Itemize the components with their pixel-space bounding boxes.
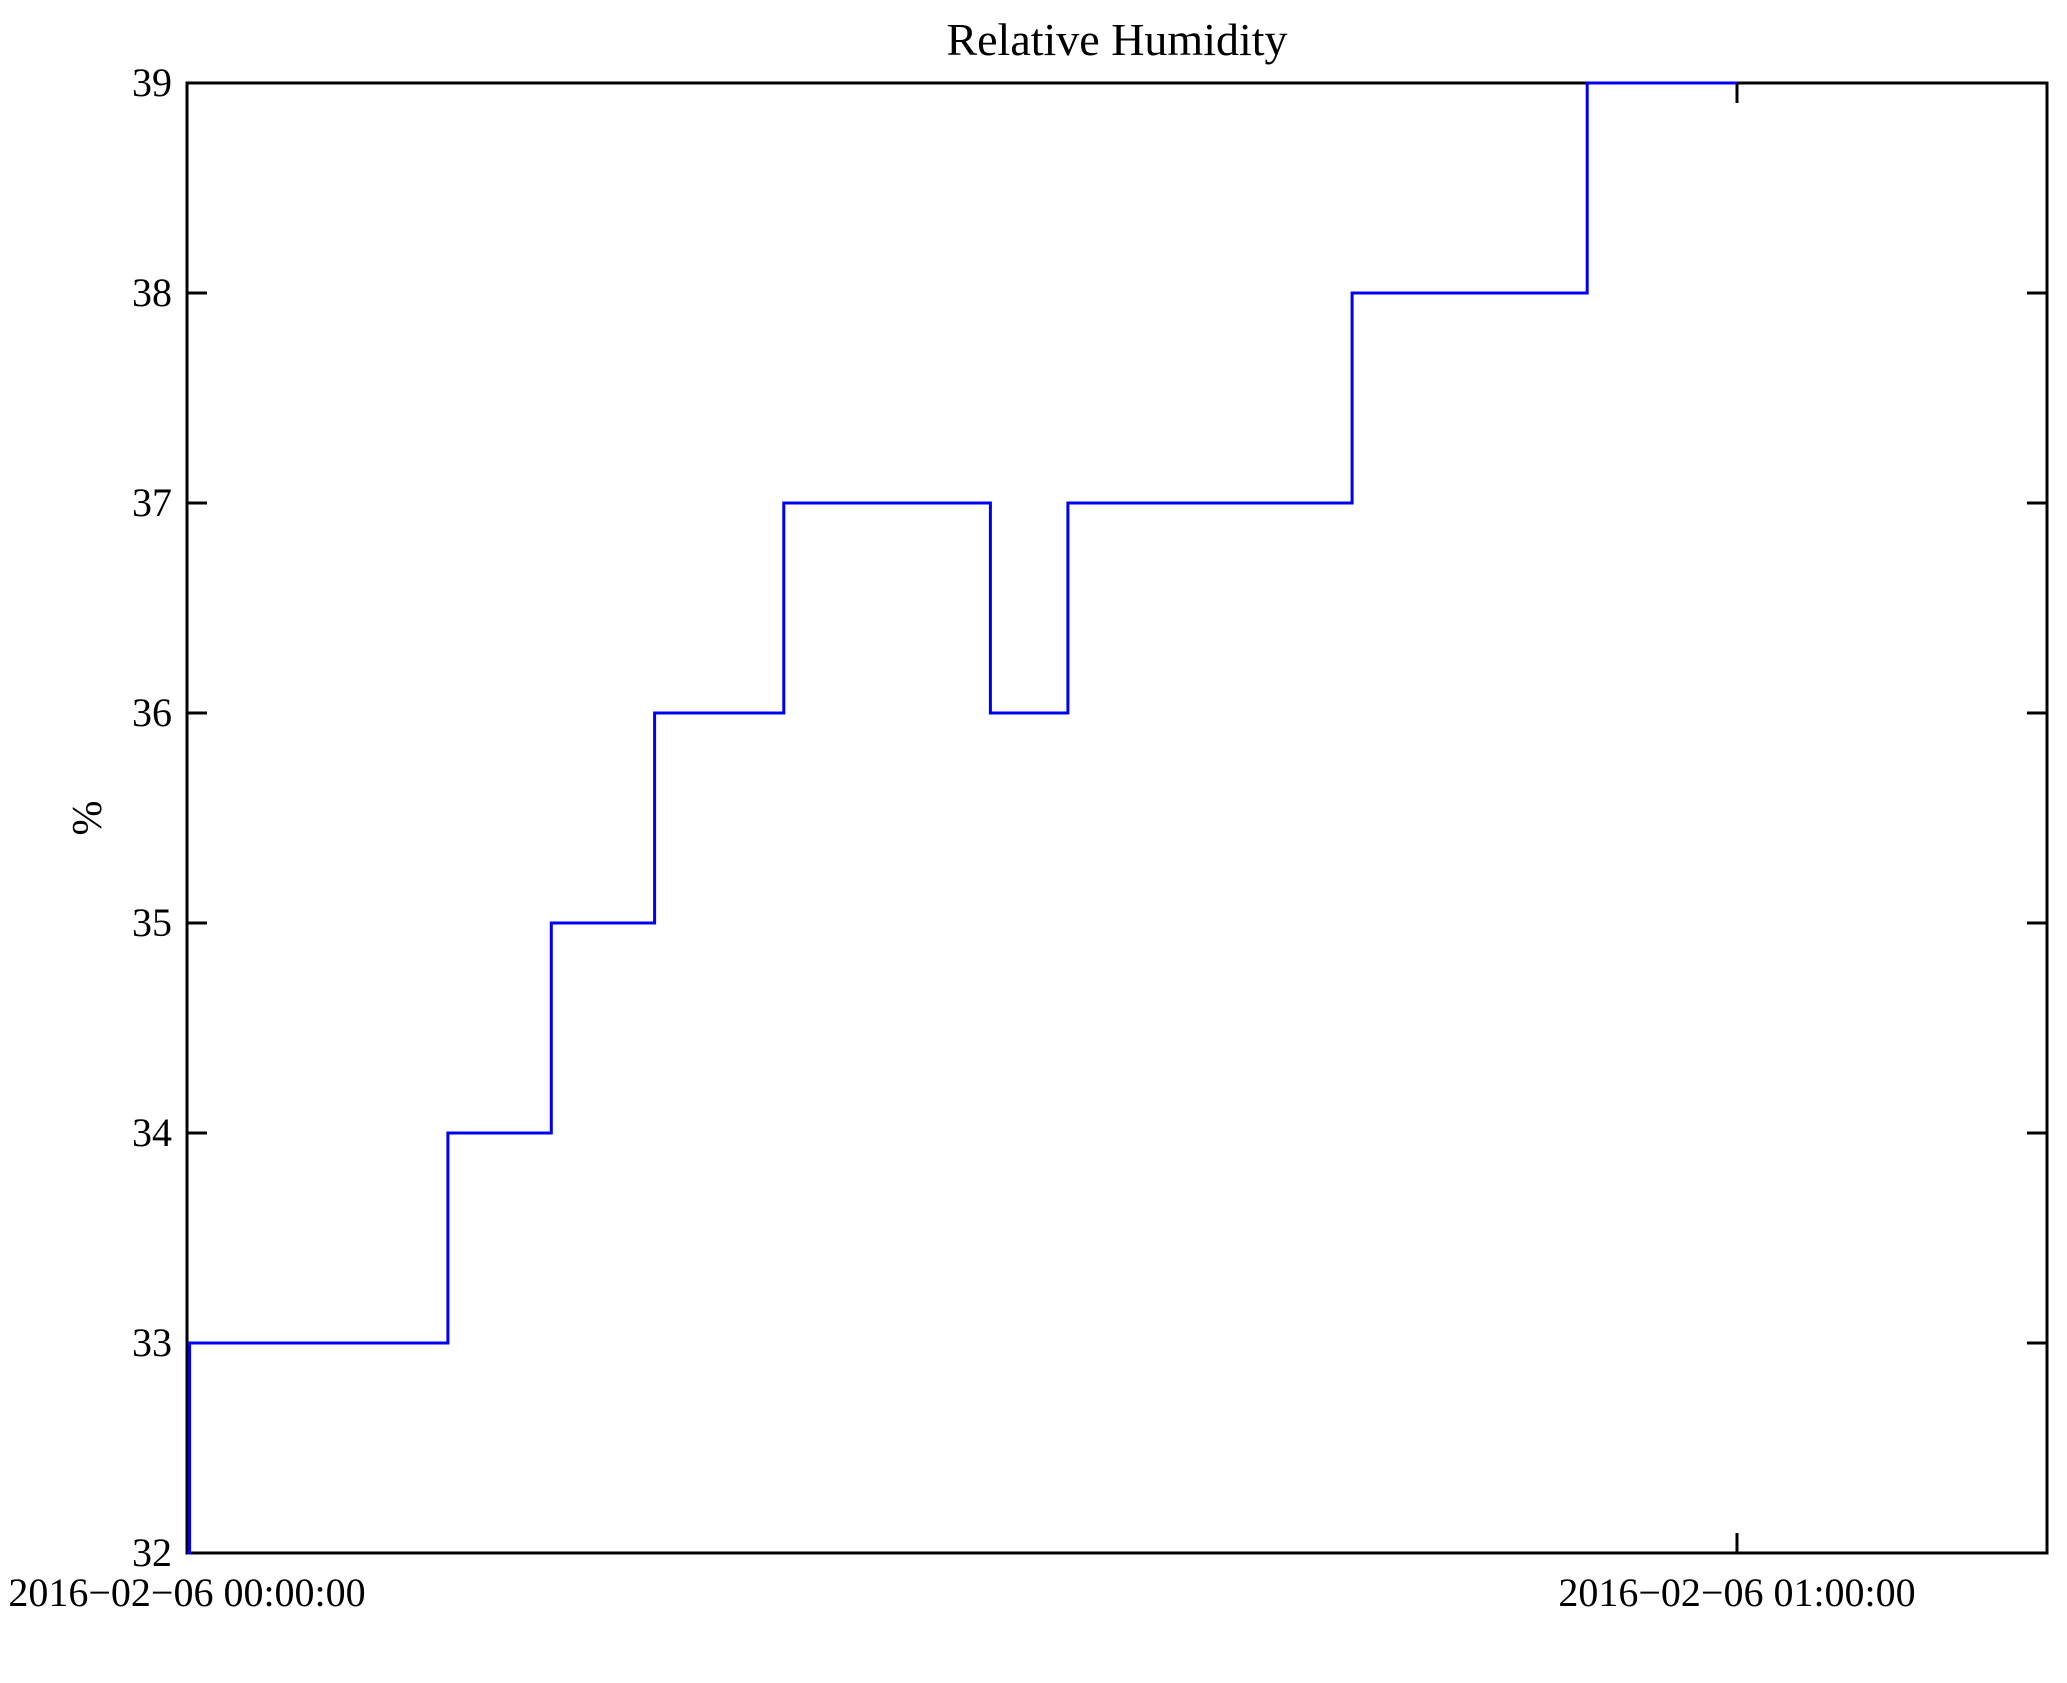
y-tick-label: 38: [132, 270, 172, 315]
x-tick-label: 2016−02−06 01:00:00: [1558, 1570, 1916, 1615]
y-axis-label: %: [65, 800, 111, 836]
y-tick-label: 32: [132, 1530, 172, 1575]
y-tick-label: 37: [132, 480, 172, 525]
y-tick-label: 33: [132, 1320, 172, 1365]
y-tick-label: 35: [132, 900, 172, 945]
y-tick-label: 39: [132, 60, 172, 105]
chart-title: Relative Humidity: [946, 14, 1288, 65]
x-tick-label: 2016−02−06 00:00:00: [8, 1570, 366, 1615]
plot-border: [185, 81, 2049, 1555]
y-tick-label: 36: [132, 690, 172, 735]
y-tick-label: 34: [132, 1110, 172, 1155]
humidity-step-line: [187, 81, 1737, 1555]
